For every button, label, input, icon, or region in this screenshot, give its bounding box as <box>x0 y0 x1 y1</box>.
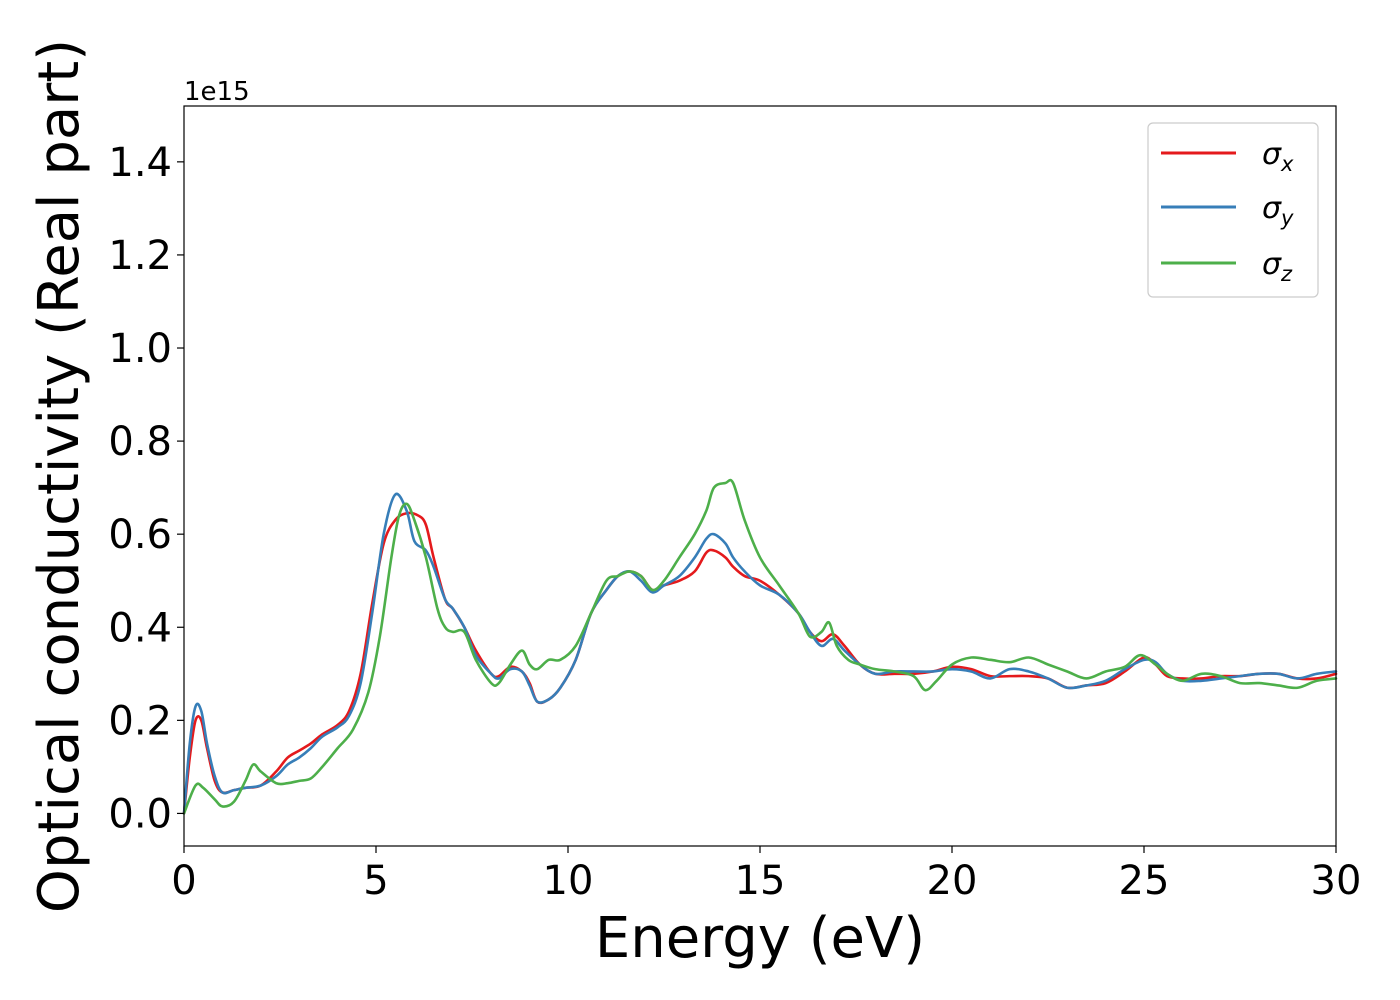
legend-box <box>1147 122 1319 298</box>
y-axis-ticks: 0.0 0.2 0.4 0.6 0.8 1.0 1.2 1.4 <box>108 140 184 837</box>
legend-label-sigma-y: σy <box>1262 191 1294 230</box>
legend-label-sigma-z: σz <box>1262 247 1293 286</box>
x-tick-label: 5 <box>363 858 388 904</box>
legend-label-sigma-x-base: σ <box>1262 137 1282 172</box>
y-tick-label: 0.2 <box>108 698 172 744</box>
series-line-σz <box>182 478 1338 815</box>
plot-background <box>184 106 1336 846</box>
series-line-σy <box>182 492 1338 815</box>
legend-label-sigma-z-base: σ <box>1262 247 1282 282</box>
legend-label-sigma-x-sub: x <box>1280 152 1294 176</box>
x-tick-label: 30 <box>1311 858 1362 904</box>
legend-label-sigma-y-base: σ <box>1262 191 1282 226</box>
y-tick-label: 0.4 <box>108 605 172 651</box>
y-axis-label: Optical conductivity (Real part) <box>27 39 92 913</box>
x-tick-label: 25 <box>1119 858 1170 904</box>
y-tick-label: 1.4 <box>108 140 172 186</box>
y-tick-label: 0.6 <box>108 512 172 558</box>
x-axis-ticks: 0 5 10 15 20 25 30 <box>171 846 1361 904</box>
x-tick-label: 20 <box>927 858 978 904</box>
x-tick-label: 0 <box>171 858 196 904</box>
legend-label-sigma-x: σx <box>1262 137 1294 176</box>
y-tick-label: 0.0 <box>108 791 172 837</box>
y-tick-label: 1.0 <box>108 326 172 372</box>
y-tick-label: 1.2 <box>108 233 172 279</box>
legend-label-sigma-y-sub: y <box>1280 206 1294 230</box>
y-tick-label: 0.8 <box>108 419 172 465</box>
y-offset-text: 1e15 <box>184 77 250 107</box>
legend: σx σy σz <box>1147 122 1319 298</box>
x-axis-label: Energy (eV) <box>595 906 925 971</box>
series-layer <box>182 478 1338 815</box>
x-tick-label: 15 <box>735 858 786 904</box>
legend-label-sigma-z-sub: z <box>1280 262 1293 286</box>
x-tick-label: 10 <box>543 858 594 904</box>
